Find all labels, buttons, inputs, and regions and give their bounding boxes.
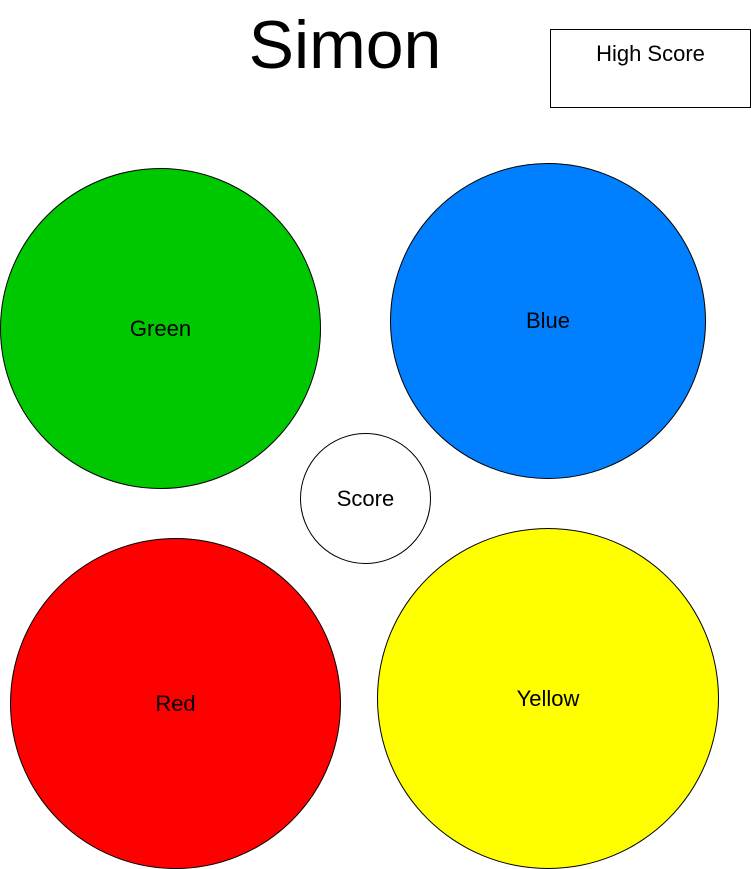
yellow-button-label: Yellow (516, 685, 580, 711)
red-button[interactable]: Red (10, 538, 341, 869)
score-label: Score (336, 485, 395, 511)
red-button-label: Red (155, 690, 196, 716)
yellow-button[interactable]: Yellow (377, 528, 719, 869)
blue-button[interactable]: Blue (390, 163, 706, 479)
high-score-label: High Score (596, 41, 705, 66)
green-button[interactable]: Green (0, 168, 321, 489)
high-score-box: High Score (550, 29, 751, 108)
green-button-label: Green (129, 315, 192, 341)
score-display: Score (300, 433, 431, 564)
game-title: Simon (248, 7, 442, 83)
blue-button-label: Blue (525, 308, 571, 333)
